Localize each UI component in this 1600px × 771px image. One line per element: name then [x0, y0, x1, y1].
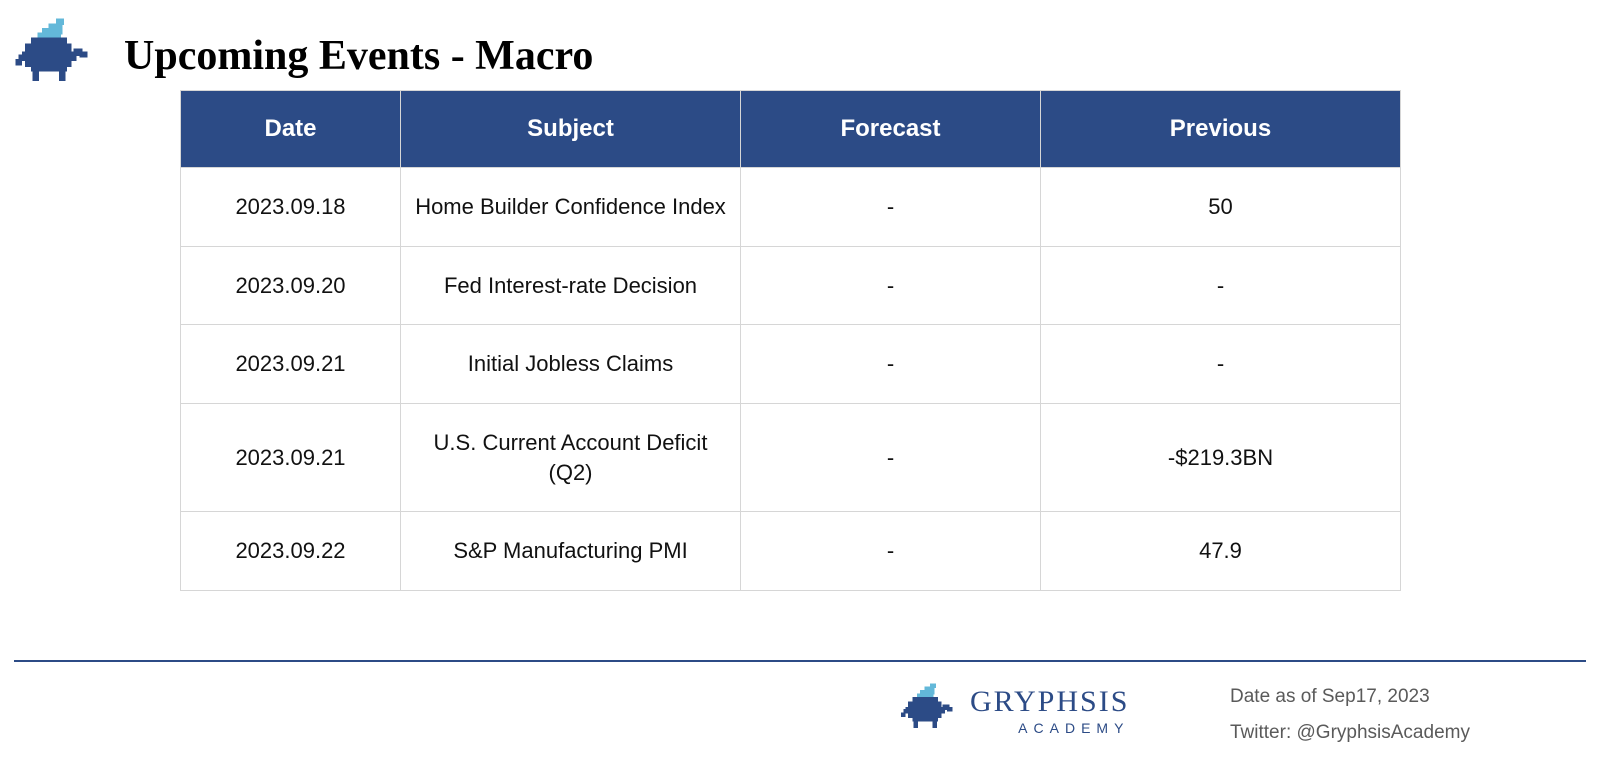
gryphsis-logo-icon — [14, 14, 92, 97]
cell-subject: Home Builder Confidence Index — [401, 168, 741, 247]
col-header-date: Date — [181, 91, 401, 168]
table-row: 2023.09.20Fed Interest-rate Decision-- — [181, 246, 1401, 325]
brand-name: GRYPHSIS — [970, 687, 1129, 717]
cell-subject: Initial Jobless Claims — [401, 325, 741, 404]
cell-previous: - — [1041, 246, 1401, 325]
table-row: 2023.09.18Home Builder Confidence Index-… — [181, 168, 1401, 247]
cell-subject: S&P Manufacturing PMI — [401, 512, 741, 591]
cell-date: 2023.09.21 — [181, 404, 401, 512]
gryphsis-logo-icon — [900, 680, 956, 741]
cell-forecast: - — [741, 404, 1041, 512]
table-row: 2023.09.22S&P Manufacturing PMI-47.9 — [181, 512, 1401, 591]
footer-divider — [14, 660, 1586, 662]
table-header-row: Date Subject Forecast Previous — [181, 91, 1401, 168]
page-title: Upcoming Events - Macro — [124, 32, 593, 80]
cell-forecast: - — [741, 168, 1041, 247]
cell-subject: U.S. Current Account Deficit (Q2) — [401, 404, 741, 512]
date-as-of: Date as of Sep17, 2023 — [1230, 686, 1470, 708]
brand-text: GRYPHSIS ACADEMY — [970, 687, 1129, 735]
brand-subtitle: ACADEMY — [970, 721, 1129, 735]
header: Upcoming Events - Macro — [14, 14, 593, 97]
cell-previous: 50 — [1041, 168, 1401, 247]
cell-date: 2023.09.18 — [181, 168, 401, 247]
col-header-subject: Subject — [401, 91, 741, 168]
col-header-forecast: Forecast — [741, 91, 1041, 168]
cell-date: 2023.09.22 — [181, 512, 401, 591]
cell-forecast: - — [741, 246, 1041, 325]
events-table: Date Subject Forecast Previous 2023.09.1… — [180, 90, 1401, 591]
cell-forecast: - — [741, 325, 1041, 404]
table-row: 2023.09.21Initial Jobless Claims-- — [181, 325, 1401, 404]
cell-date: 2023.09.21 — [181, 325, 401, 404]
cell-previous: -$219.3BN — [1041, 404, 1401, 512]
table-row: 2023.09.21U.S. Current Account Deficit (… — [181, 404, 1401, 512]
cell-subject: Fed Interest-rate Decision — [401, 246, 741, 325]
col-header-previous: Previous — [1041, 91, 1401, 168]
cell-previous: - — [1041, 325, 1401, 404]
cell-forecast: - — [741, 512, 1041, 591]
cell-previous: 47.9 — [1041, 512, 1401, 591]
events-table-wrapper: Date Subject Forecast Previous 2023.09.1… — [180, 90, 1398, 591]
footer: GRYPHSIS ACADEMY Date as of Sep17, 2023 … — [0, 680, 1600, 760]
footer-meta: Date as of Sep17, 2023 Twitter: @Gryphsi… — [1230, 686, 1470, 744]
twitter-handle: Twitter: @GryphsisAcademy — [1230, 722, 1470, 744]
footer-brand: GRYPHSIS ACADEMY — [900, 680, 1129, 741]
cell-date: 2023.09.20 — [181, 246, 401, 325]
